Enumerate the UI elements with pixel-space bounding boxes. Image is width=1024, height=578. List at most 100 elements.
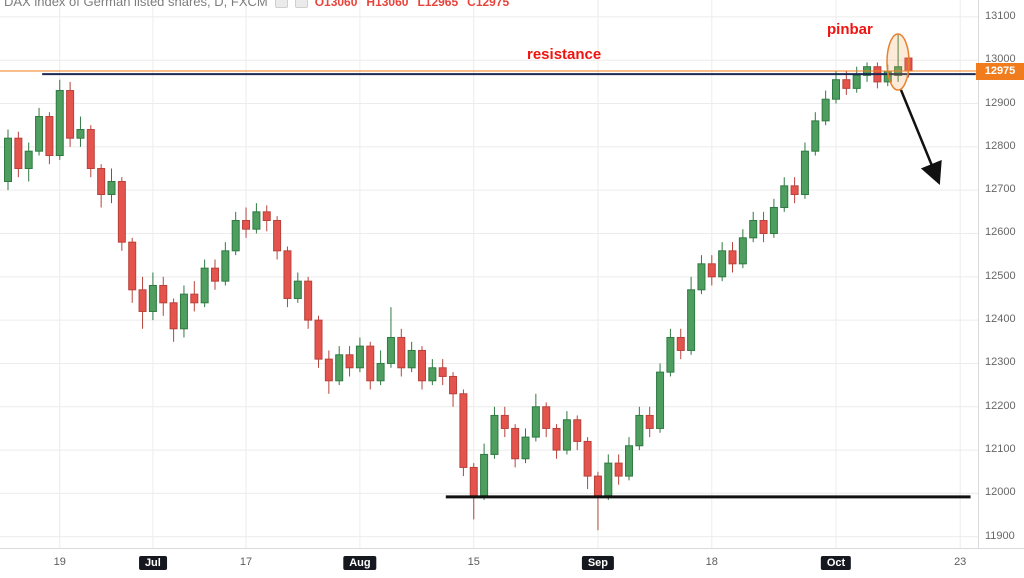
candle[interactable] [97, 164, 106, 208]
candle[interactable] [428, 359, 437, 386]
candle[interactable] [500, 406, 509, 438]
candle[interactable] [324, 350, 333, 394]
candle[interactable] [211, 259, 219, 290]
time-axis-month-label: Sep [581, 556, 615, 570]
candle[interactable] [687, 276, 696, 355]
price-axis-label: 12900 [985, 96, 1016, 109]
candle[interactable] [190, 281, 199, 312]
candle[interactable] [117, 177, 126, 251]
candle[interactable] [666, 328, 675, 377]
candle[interactable] [728, 242, 737, 273]
candle[interactable] [169, 298, 178, 342]
candle[interactable] [86, 125, 95, 178]
candle[interactable] [811, 112, 820, 156]
candle[interactable] [863, 62, 872, 82]
candle[interactable] [45, 112, 54, 165]
candle[interactable] [159, 276, 168, 316]
time-axis[interactable]: 19 Jul 17 Aug 15 Sep 18 Oct 23 [0, 548, 1024, 578]
candle[interactable] [625, 437, 633, 481]
candle[interactable] [873, 62, 882, 89]
candle[interactable] [138, 276, 147, 329]
candle[interactable] [438, 359, 447, 386]
candle[interactable] [293, 272, 302, 303]
candle[interactable] [200, 259, 209, 308]
candle[interactable] [345, 346, 354, 377]
candle[interactable] [697, 255, 706, 295]
candle[interactable] [790, 177, 799, 204]
candle[interactable] [407, 341, 416, 373]
candle[interactable] [562, 411, 571, 455]
candle-body [490, 414, 499, 455]
candle-body [14, 137, 23, 170]
candle[interactable] [531, 393, 540, 442]
candle[interactable] [676, 328, 685, 360]
candle[interactable] [883, 64, 892, 87]
candle[interactable] [459, 389, 468, 477]
candle[interactable] [521, 428, 530, 464]
candle[interactable] [552, 424, 561, 459]
candle[interactable] [769, 198, 778, 238]
candle[interactable] [221, 242, 230, 286]
candle[interactable] [24, 142, 33, 182]
chart-settings-icon[interactable] [294, 0, 308, 8]
candle[interactable] [55, 79, 64, 160]
legend-toggle-icon[interactable] [274, 0, 288, 8]
open-value: O13060 [314, 0, 358, 9]
candle[interactable] [242, 207, 251, 238]
candle[interactable] [252, 203, 261, 234]
candle[interactable] [314, 315, 323, 368]
candle[interactable] [304, 276, 313, 329]
price-axis-label: 12300 [985, 356, 1016, 369]
candle[interactable] [35, 107, 44, 156]
candle[interactable] [4, 129, 12, 191]
candle[interactable] [800, 142, 809, 199]
candle[interactable] [614, 454, 623, 485]
candle[interactable] [262, 205, 271, 232]
candle[interactable] [593, 471, 602, 531]
candle[interactable] [832, 71, 840, 104]
candle[interactable] [449, 372, 458, 407]
pinbar-annotation[interactable]: pinbar [827, 21, 873, 38]
candle[interactable] [231, 211, 240, 256]
candle[interactable] [376, 350, 385, 386]
price-axis[interactable]: 13100 13000 12900 12800 12700 12600 12500 12400… [978, 0, 1024, 548]
candle[interactable] [780, 177, 789, 212]
candle[interactable] [490, 406, 499, 459]
candle[interactable] [718, 242, 727, 282]
candle[interactable] [397, 328, 406, 377]
candle[interactable] [749, 211, 758, 243]
candle[interactable] [386, 307, 395, 368]
candle[interactable] [759, 211, 768, 243]
candle[interactable] [635, 406, 644, 451]
resistance-annotation[interactable]: resistance [527, 46, 602, 63]
candle[interactable] [76, 116, 85, 147]
candle[interactable] [738, 229, 747, 269]
candle[interactable] [469, 463, 478, 520]
candle[interactable] [273, 216, 282, 260]
candle[interactable] [418, 346, 426, 390]
candle[interactable] [656, 363, 665, 433]
candle[interactable] [355, 337, 364, 373]
candle[interactable] [604, 454, 613, 500]
candle[interactable] [821, 90, 830, 126]
candle[interactable] [14, 131, 23, 178]
candle-body [252, 211, 261, 230]
candle[interactable] [107, 168, 116, 204]
candle[interactable] [283, 246, 292, 308]
candle[interactable] [66, 81, 75, 147]
candle-body [759, 219, 768, 234]
candle[interactable] [179, 285, 188, 338]
candle[interactable] [335, 346, 344, 386]
candlestick-plot[interactable] [0, 0, 978, 548]
candle[interactable] [148, 272, 157, 321]
candle[interactable] [645, 406, 654, 438]
candle[interactable] [511, 424, 520, 468]
candle-body [138, 289, 147, 312]
candle[interactable] [573, 415, 582, 451]
candle[interactable] [542, 402, 551, 438]
candle[interactable] [707, 255, 716, 286]
candle[interactable] [128, 237, 137, 303]
candle[interactable] [480, 443, 489, 500]
candle[interactable] [583, 437, 592, 490]
candle[interactable] [366, 341, 375, 390]
